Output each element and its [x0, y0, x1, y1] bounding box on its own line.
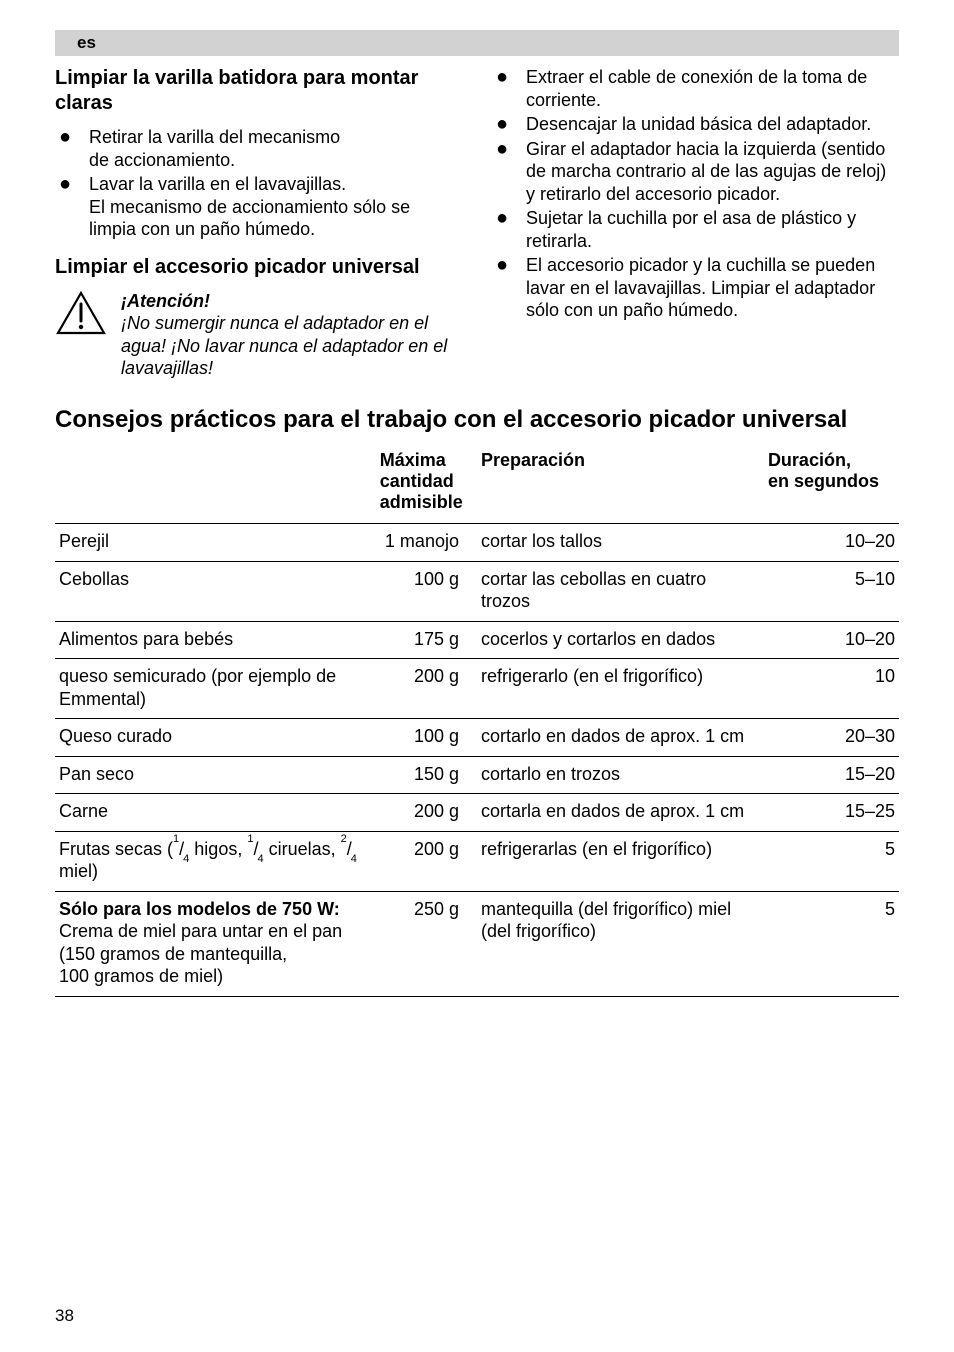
bullet-icon: ●: [492, 254, 526, 276]
table-row: Carne200 gcortarla en dados de aprox. 1 …: [55, 794, 899, 832]
table-header-row: Máxima cantidad admisible Preparación Du…: [55, 444, 899, 524]
cell-dur: 10–20: [764, 524, 899, 562]
list-item: ●Desencajar la unidad básica del adaptad…: [492, 113, 899, 136]
col-header-dur: Duración, en segundos: [764, 444, 899, 524]
list-item-text: Sujetar la cuchilla por el asa de plásti…: [526, 207, 899, 252]
bullet-icon: ●: [55, 126, 89, 148]
bullet-icon: ●: [492, 113, 526, 135]
bullet-icon: ●: [492, 207, 526, 229]
table-row: Frutas secas (1/4 higos, 1/4 ciruelas, 2…: [55, 831, 899, 891]
lang-code: es: [77, 33, 96, 53]
col-header-prep: Preparación: [477, 444, 764, 524]
cell-qty: 100 g: [376, 719, 477, 757]
table-row: queso semicurado (por ejemplo de Emmenta…: [55, 659, 899, 719]
lang-bar: es: [55, 30, 899, 56]
list-item: ●Sujetar la cuchilla por el asa de plást…: [492, 207, 899, 252]
cell-dur: 5: [764, 891, 899, 996]
list-item-text: Retirar la varilla del mecanismo de acci…: [89, 126, 462, 171]
cell-qty: 200 g: [376, 659, 477, 719]
cell-item: queso semicurado (por ejemplo de Emmenta…: [55, 659, 376, 719]
cell-dur: 10: [764, 659, 899, 719]
list-item: ●El accesorio picador y la cuchilla se p…: [492, 254, 899, 322]
list-item: ●Extraer el cable de conexión de la toma…: [492, 66, 899, 111]
heading-clean-chopper: Limpiar el accesorio picador universal: [55, 255, 462, 280]
list-item-text: Desencajar la unidad básica del adaptado…: [526, 113, 899, 136]
list-clean-whisk: ●Retirar la varilla del mecanismo de acc…: [55, 126, 462, 241]
cell-item: Pan seco: [55, 756, 376, 794]
table-row: Queso curado100 gcortarlo en dados de ap…: [55, 719, 899, 757]
bullet-icon: ●: [55, 173, 89, 195]
table-row: Pan seco150 gcortarlo en trozos15–20: [55, 756, 899, 794]
table-row: Alimentos para bebés175 gcocerlos y cort…: [55, 621, 899, 659]
list-item: ●Lavar la varilla en el lavavajillas. El…: [55, 173, 462, 241]
warning-triangle-icon: [55, 290, 107, 336]
cell-dur: 20–30: [764, 719, 899, 757]
cell-prep: cortarla en dados de aprox. 1 cm: [477, 794, 764, 832]
bullet-icon: ●: [492, 138, 526, 160]
attention-body: ¡No sumergir nunca el adaptador en el ag…: [121, 313, 447, 378]
cell-qty: 100 g: [376, 561, 477, 621]
cell-dur: 15–25: [764, 794, 899, 832]
list-item-text: Extraer el cable de conexión de la toma …: [526, 66, 899, 111]
cell-item: Carne: [55, 794, 376, 832]
cell-item: Perejil: [55, 524, 376, 562]
cell-item: Sólo para los modelos de 750 W:Crema de …: [55, 891, 376, 996]
cell-dur: 5–10: [764, 561, 899, 621]
cell-prep: cocerlos y cortarlos en dados: [477, 621, 764, 659]
cell-prep: cortar las cebollas en cuatro trozos: [477, 561, 764, 621]
cell-item: Alimentos para bebés: [55, 621, 376, 659]
cell-qty: 250 g: [376, 891, 477, 996]
list-chopper-steps: ●Extraer el cable de conexión de la toma…: [492, 66, 899, 322]
cell-prep: cortarlo en trozos: [477, 756, 764, 794]
cell-qty: 150 g: [376, 756, 477, 794]
cell-qty: 200 g: [376, 831, 477, 891]
cell-prep: refrigerarlas (en el frigorífico): [477, 831, 764, 891]
cell-prep: refrigerarlo (en el frigorífico): [477, 659, 764, 719]
cell-qty: 1 manojo: [376, 524, 477, 562]
bullet-icon: ●: [492, 66, 526, 88]
cell-item: Cebollas: [55, 561, 376, 621]
two-column-layout: Limpiar la varilla batidora para montar …: [55, 66, 899, 380]
table-body: Perejil1 manojocortar los tallos10–20Ceb…: [55, 524, 899, 997]
cell-prep: cortarlo en dados de aprox. 1 cm: [477, 719, 764, 757]
attention-title: ¡Atención!: [121, 290, 462, 313]
attention-block: ¡Atención! ¡No sumergir nunca el adaptad…: [55, 290, 462, 380]
attention-text: ¡Atención! ¡No sumergir nunca el adaptad…: [121, 290, 462, 380]
cell-dur: 10–20: [764, 621, 899, 659]
list-item-text: El accesorio picador y la cuchilla se pu…: [526, 254, 899, 322]
right-column: ●Extraer el cable de conexión de la toma…: [492, 66, 899, 380]
cell-qty: 200 g: [376, 794, 477, 832]
cell-item: Queso curado: [55, 719, 376, 757]
cell-dur: 5: [764, 831, 899, 891]
section-title-tips: Consejos prácticos para el trabajo con e…: [55, 406, 899, 435]
col-header-item: [55, 444, 376, 524]
col-header-qty: Máxima cantidad admisible: [376, 444, 477, 524]
tips-table: Máxima cantidad admisible Preparación Du…: [55, 444, 899, 997]
table-row: Perejil1 manojocortar los tallos10–20: [55, 524, 899, 562]
cell-prep: cortar los tallos: [477, 524, 764, 562]
list-item: ●Girar el adaptador hacia la izquierda (…: [492, 138, 899, 206]
list-item-text: Girar el adaptador hacia la izquierda (s…: [526, 138, 899, 206]
cell-item: Frutas secas (1/4 higos, 1/4 ciruelas, 2…: [55, 831, 376, 891]
heading-clean-whisk: Limpiar la varilla batidora para montar …: [55, 66, 462, 116]
table-row: Sólo para los modelos de 750 W:Crema de …: [55, 891, 899, 996]
page-number: 38: [55, 1306, 74, 1326]
list-item-text: Lavar la varilla en el lavavajillas. El …: [89, 173, 462, 241]
cell-prep: mantequilla (del frigorífico) miel (del …: [477, 891, 764, 996]
cell-dur: 15–20: [764, 756, 899, 794]
list-item: ●Retirar la varilla del mecanismo de acc…: [55, 126, 462, 171]
left-column: Limpiar la varilla batidora para montar …: [55, 66, 462, 380]
table-row: Cebollas100 gcortar las cebollas en cuat…: [55, 561, 899, 621]
cell-qty: 175 g: [376, 621, 477, 659]
